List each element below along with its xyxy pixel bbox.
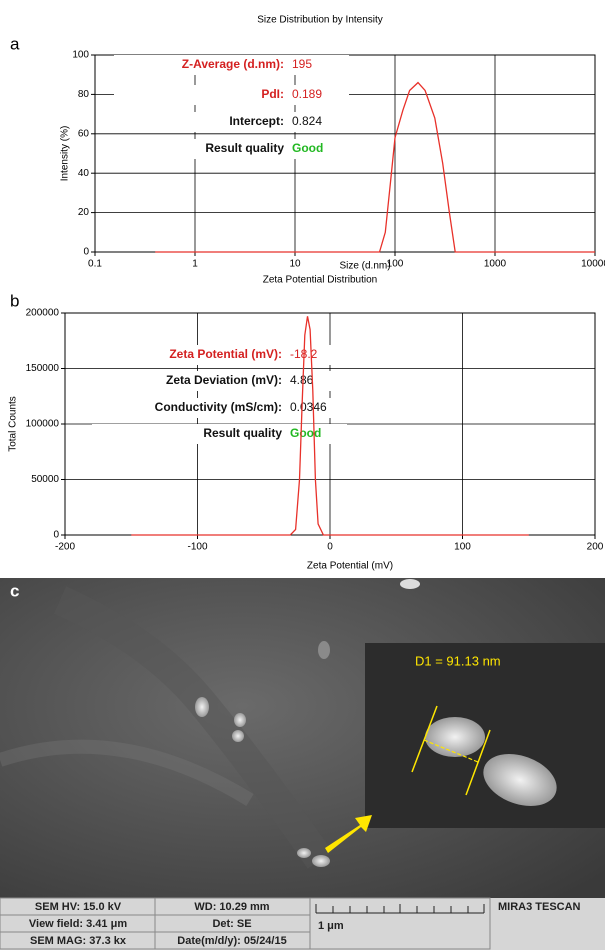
x-tick-label: 200 <box>587 542 604 553</box>
panel-label: b <box>10 291 19 310</box>
particle <box>312 855 330 867</box>
panel-label: c <box>10 581 19 600</box>
chart: Size Distribution by Intensity a Size (d.n… <box>10 15 605 272</box>
y-tick-label: 0 <box>53 530 59 541</box>
sem-texture <box>0 739 254 806</box>
info-detector: Det: SE <box>212 918 251 930</box>
particle <box>400 579 420 589</box>
annotation-label: Result quality <box>203 426 282 440</box>
y-tick-label: 100000 <box>26 419 60 430</box>
measure-line <box>423 739 479 763</box>
annotation-bg <box>92 345 347 365</box>
x-axis-label: Size (d.nm) <box>339 261 390 272</box>
x-tick-label: 10 <box>289 259 301 270</box>
x-tick-label: 0.1 <box>88 259 102 270</box>
measurement-label: D1 = 91.13 nm <box>415 653 501 668</box>
chart-title: Zeta Potential Distribution <box>263 275 378 286</box>
scale-label: 1 μm <box>318 920 344 932</box>
x-tick-label: -200 <box>55 542 75 553</box>
annotation-bg <box>92 424 347 444</box>
panel-label: a <box>10 34 20 53</box>
annotation-label: Zeta Deviation (mV): <box>166 373 282 387</box>
annotation-label: Z-Average (d.nm): <box>182 57 284 71</box>
arrow <box>325 815 372 853</box>
info-hv: SEM HV: 15.0 kV <box>35 901 122 913</box>
annotation-bg <box>114 112 349 132</box>
sem-panel: D1 = 91.13 nm c SEM HV: 15.0 kV View fie… <box>0 578 605 950</box>
charts: Size Distribution by Intensity a Size (d.n… <box>8 15 605 572</box>
annotation-value: 0.189 <box>292 87 322 101</box>
particle <box>234 713 246 727</box>
inset <box>365 643 605 828</box>
x-tick-label: 1 <box>192 259 198 270</box>
annotation-value: Good <box>292 141 323 155</box>
chart-title: Size Distribution by Intensity <box>257 15 383 26</box>
measure-line <box>411 705 438 773</box>
annotation-label: Zeta Potential (mV): <box>169 347 282 361</box>
x-tick-label: 0 <box>327 542 333 553</box>
annotation-bg <box>92 398 347 418</box>
y-tick-label: 40 <box>78 168 90 179</box>
annotation-bg <box>114 139 349 159</box>
chart: Zeta Potential Distribution b Zeta Potenti… <box>8 275 604 572</box>
info-bar <box>0 898 605 950</box>
data-line <box>155 81 595 253</box>
annotation-bg <box>114 55 349 75</box>
annotation-bg <box>92 371 347 391</box>
y-axis-label: Total Counts <box>8 396 19 452</box>
y-tick-label: 80 <box>78 89 90 100</box>
x-tick-label: 10000 <box>581 259 605 270</box>
particle <box>483 753 557 807</box>
y-tick-label: 100 <box>72 50 89 61</box>
x-tick-label: 100 <box>387 259 404 270</box>
particle <box>232 730 244 742</box>
x-tick-label: 1000 <box>484 259 507 270</box>
annotation-label: Result quality <box>205 141 284 155</box>
y-tick-label: 50000 <box>31 474 59 485</box>
scale-bar <box>315 904 485 914</box>
annotation-value: 4.86 <box>290 373 314 387</box>
particle <box>195 697 209 717</box>
annotation-label: Intercept: <box>229 114 284 128</box>
annotation-value: 195 <box>292 57 312 71</box>
annotation-value: Good <box>290 426 321 440</box>
y-tick-label: 20 <box>78 207 90 218</box>
data-line <box>131 316 529 536</box>
annotation-label: Conductivity (mS/cm): <box>155 400 282 414</box>
instrument: MIRA3 TESCAN <box>498 901 581 913</box>
y-axis-label: Intensity (%) <box>60 126 71 182</box>
annotation-bg <box>114 85 349 105</box>
annotation-label: PdI: <box>261 87 284 101</box>
y-tick-label: 150000 <box>26 363 60 374</box>
x-tick-label: 100 <box>454 542 471 553</box>
annotation-value: 0.824 <box>292 114 322 128</box>
x-axis-label: Zeta Potential (mV) <box>307 561 393 572</box>
info-view-field: View field: 3.41 μm <box>29 918 127 930</box>
y-tick-label: 60 <box>78 128 90 139</box>
y-tick-label: 200000 <box>26 308 60 319</box>
info-date: Date(m/d/y): 05/24/15 <box>177 935 286 947</box>
measure-line <box>465 729 491 796</box>
info-grid <box>0 897 491 950</box>
particle <box>318 641 330 659</box>
x-tick-label: -100 <box>187 542 207 553</box>
particle <box>297 848 311 858</box>
info-wd: WD: 10.29 mm <box>194 901 269 913</box>
info-mag: SEM MAG: 37.3 kx <box>30 935 127 947</box>
particle <box>425 717 485 757</box>
annotation-value: 0.0346 <box>290 400 327 414</box>
y-tick-label: 0 <box>83 247 89 258</box>
